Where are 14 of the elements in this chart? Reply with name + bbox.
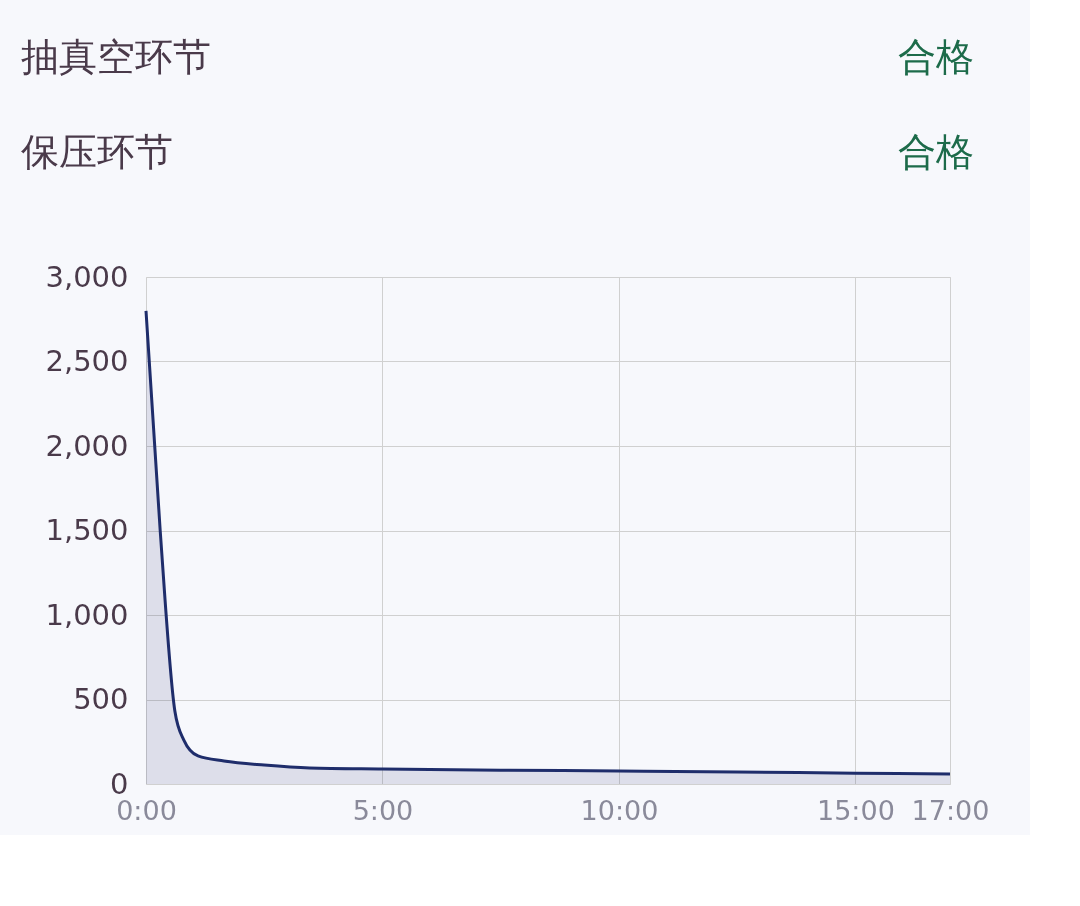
text: 合格 — [898, 129, 974, 174]
y-tick-label: 3,000 — [45, 259, 129, 294]
x-tick-label: 17:00 — [911, 794, 990, 826]
y-tick-label: 1,500 — [45, 513, 129, 547]
text: 保压环节 — [21, 129, 173, 174]
y-tick-label: 2,500 — [45, 344, 129, 378]
y-tick-label: 2,000 — [45, 428, 129, 463]
x-tick-label: 5:00 — [352, 794, 414, 826]
x-tick-label: 10:00 — [580, 794, 659, 826]
y-tick-label: 500 — [73, 682, 129, 716]
text: 合格 — [898, 34, 974, 79]
x-tick-label: 15:00 — [817, 794, 895, 826]
text: 抽真空环节 — [21, 34, 211, 79]
y-tick-label: 1,000 — [45, 597, 129, 632]
